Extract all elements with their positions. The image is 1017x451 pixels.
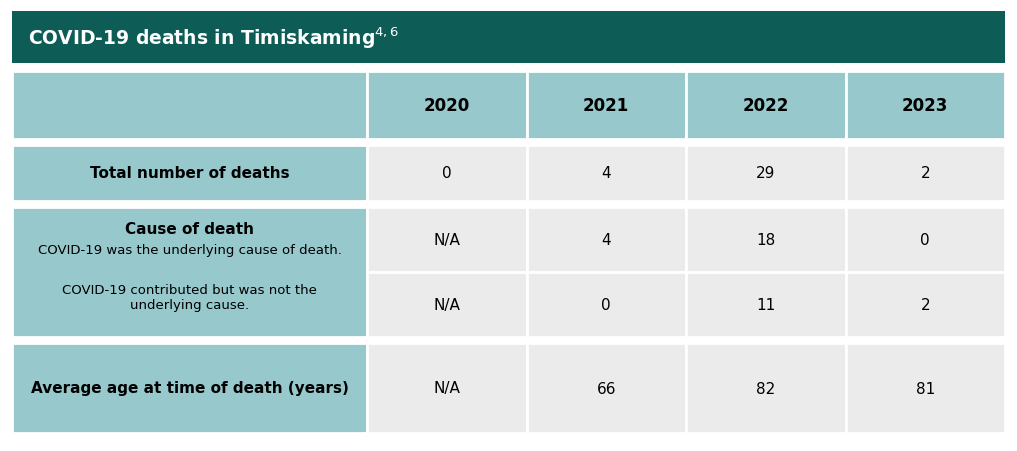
Text: COVID-19 deaths in Timiskaming$^{4,6}$: COVID-19 deaths in Timiskaming$^{4,6}$	[28, 25, 400, 51]
Text: 2021: 2021	[583, 97, 630, 115]
Bar	[845, 272, 1005, 337]
Bar	[845, 146, 1005, 202]
Text: 0: 0	[601, 297, 611, 312]
Bar	[845, 207, 1005, 272]
Bar	[12, 12, 1005, 64]
Text: 82: 82	[756, 381, 775, 396]
Bar	[686, 207, 845, 272]
Bar	[12, 72, 367, 140]
Bar	[686, 343, 845, 433]
Text: 4: 4	[601, 166, 611, 181]
Text: 0: 0	[442, 166, 452, 181]
Bar	[845, 343, 1005, 433]
Bar	[686, 272, 845, 337]
Text: 2: 2	[920, 297, 931, 312]
Text: 2022: 2022	[742, 97, 789, 115]
Bar	[367, 146, 527, 202]
Text: Total number of deaths: Total number of deaths	[89, 166, 289, 181]
Text: 2020: 2020	[424, 97, 470, 115]
Bar	[527, 72, 686, 140]
Text: Cause of death: Cause of death	[125, 221, 254, 236]
Text: N/A: N/A	[433, 297, 460, 312]
Text: COVID-19 contributed but was not the
underlying cause.: COVID-19 contributed but was not the und…	[62, 283, 317, 311]
Bar	[686, 72, 845, 140]
Bar	[367, 72, 527, 140]
Text: 0: 0	[920, 232, 931, 248]
Text: 2023: 2023	[902, 97, 949, 115]
Bar	[367, 207, 527, 272]
Bar	[367, 343, 527, 433]
Text: 81: 81	[915, 381, 935, 396]
Bar	[12, 207, 367, 337]
Bar	[527, 146, 686, 202]
Bar	[12, 146, 367, 202]
Text: Average age at time of death (years): Average age at time of death (years)	[31, 381, 349, 396]
Text: 2: 2	[920, 166, 931, 181]
Text: 18: 18	[756, 232, 775, 248]
Text: COVID-19 was the underlying cause of death.: COVID-19 was the underlying cause of dea…	[38, 244, 342, 257]
Bar	[686, 146, 845, 202]
Bar	[527, 272, 686, 337]
Text: 29: 29	[756, 166, 775, 181]
Bar	[367, 272, 527, 337]
Text: 4: 4	[601, 232, 611, 248]
Bar	[845, 72, 1005, 140]
Text: N/A: N/A	[433, 381, 460, 396]
Bar	[12, 343, 367, 433]
Bar	[527, 343, 686, 433]
Text: 11: 11	[756, 297, 775, 312]
Bar	[527, 207, 686, 272]
Text: N/A: N/A	[433, 232, 460, 248]
Text: 66: 66	[597, 381, 616, 396]
